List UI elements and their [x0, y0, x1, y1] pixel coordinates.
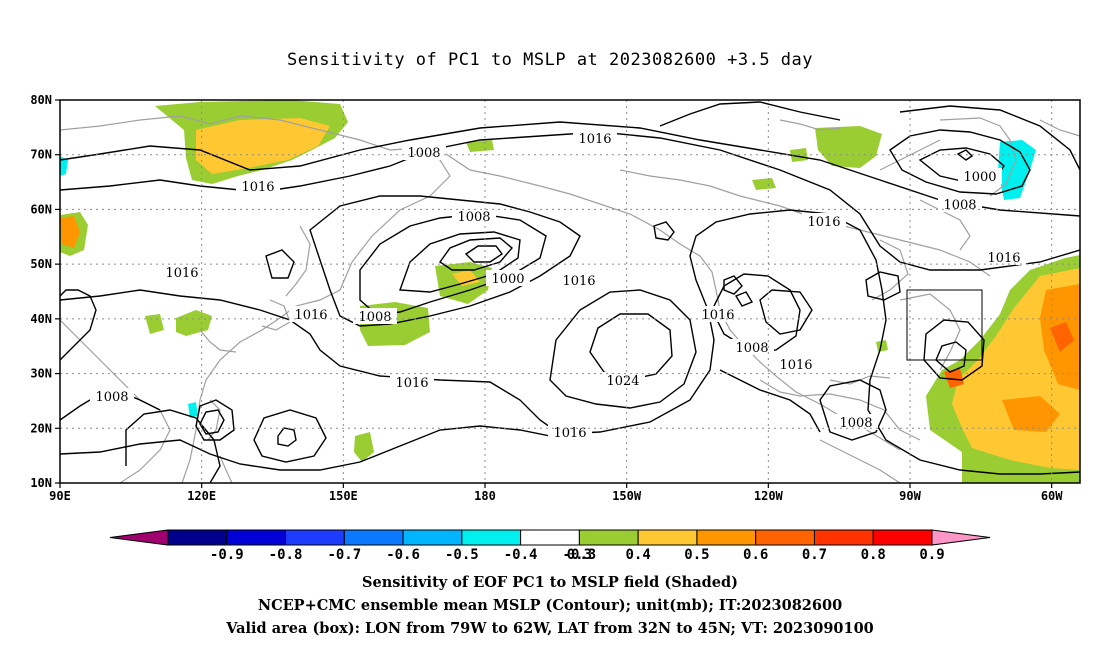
- colorbar-swatch: [402, 529, 463, 546]
- lon-tick-label: 180: [474, 489, 496, 503]
- lon-tick-label: 90E: [49, 489, 71, 503]
- lon-tick-label: 120W: [754, 489, 784, 503]
- colorbar-tick-label: 0.6: [743, 547, 768, 563]
- shade-region-japan: [145, 314, 164, 334]
- contour-label: 1008: [457, 210, 490, 225]
- longitude-axis: 90E 120E 150E 180 150W 120W 90W 60W: [49, 483, 1063, 503]
- lon-tick-label: 150W: [612, 489, 642, 503]
- contour-label: 1008: [735, 341, 768, 356]
- colorbar-swatch: [755, 529, 815, 546]
- colorbar-tick-label: 0.5: [684, 547, 709, 563]
- lat-tick-label: 30N: [30, 367, 52, 381]
- colorbar-swatch: [461, 529, 522, 546]
- colorbar-tick-label: -0.5: [445, 547, 479, 563]
- valid-area-box: [906, 289, 983, 361]
- lon-tick-label: 90W: [899, 489, 921, 503]
- shade-region-siberia-core: [196, 118, 330, 174]
- lat-tick-label: 60N: [30, 202, 52, 216]
- lon-tick-label: 60W: [1041, 489, 1063, 503]
- contour-label: 1000: [963, 170, 996, 185]
- lat-tick-label: 70N: [30, 148, 52, 162]
- contour-label: 1000: [491, 272, 524, 287]
- colorbar-swatch: [226, 529, 287, 546]
- shade-region-cyan-small: [188, 402, 198, 418]
- contour-label: 1016: [562, 274, 595, 289]
- colorbar-tick-label: 0.3: [567, 547, 592, 563]
- colorbar-tick-label: -0.7: [327, 547, 361, 563]
- colorbar-swatch: [872, 529, 933, 546]
- contour-label: 1016: [553, 426, 586, 441]
- plot-frame: [59, 99, 1081, 484]
- contour-label: 1008: [943, 198, 976, 213]
- shade-region-bering: [466, 140, 494, 152]
- contour-label: 1016: [165, 266, 198, 281]
- colorbar: -0.9 -0.8 -0.7 -0.6 -0.5 -0.4 -0.30.3 0.4 0.5 0.6…: [109, 529, 991, 563]
- colorbar-tick-label: -0.4: [504, 547, 538, 563]
- contour-label: 1016: [395, 376, 428, 391]
- contour-label: 1024: [606, 374, 639, 389]
- lon-tick-label: 120E: [187, 489, 216, 503]
- footer-line-3: Valid area (box): LON from 79W to 62W, L…: [226, 620, 874, 637]
- footer-line-1: Sensitivity of EOF PC1 to MSLP field (Sh…: [362, 574, 738, 591]
- lat-tick-label: 10N: [30, 476, 52, 490]
- colorbar-swatch: [109, 529, 169, 546]
- shade-region-atlantic-hot3: [944, 368, 964, 388]
- contour-label: 1008: [95, 390, 128, 405]
- sensitivity-shading: [60, 100, 1080, 483]
- shade-region-west-top: [60, 156, 68, 176]
- lat-tick-label: 80N: [30, 93, 52, 107]
- shade-region-atlantic-hot4: [1050, 322, 1074, 352]
- shade-region-canada2: [752, 178, 776, 190]
- colorbar-tick-label: -0.9: [210, 547, 244, 563]
- contour-label: 1016: [701, 308, 734, 323]
- colorbar-swatch: [637, 529, 698, 546]
- shade-region-japan2: [176, 310, 212, 336]
- colorbar-swatch: [343, 529, 404, 546]
- colorbar-tick-label: -0.8: [269, 547, 303, 563]
- colorbar-tick-label: -0.3: [563, 547, 597, 563]
- latitude-axis: 80N 70N 60N 50N 40N 30N 20N 10N: [30, 93, 60, 490]
- plot-title: Sensitivity of PC1 to MSLP at 2023082600…: [286, 50, 813, 70]
- shade-region-aleutian-core: [452, 270, 480, 286]
- lat-tick-label: 50N: [30, 257, 52, 271]
- colorbar-swatch: [285, 529, 345, 546]
- shade-region-atlantic-hot2: [1002, 396, 1060, 432]
- colorbar-tick-label: 0.7: [802, 547, 827, 563]
- footer-line-2: NCEP+CMC ensemble mean MSLP (Contour); u…: [257, 597, 843, 614]
- contour-label: 1016: [779, 358, 812, 373]
- shade-region-pac2: [354, 432, 374, 462]
- colorbar-tick-label: 0.8: [861, 547, 886, 563]
- colorbar-swatch: [167, 529, 228, 546]
- grid-lines: [60, 100, 1080, 483]
- colorbar-tick-label: -0.6: [386, 547, 420, 563]
- shade-region-west-core: [60, 216, 80, 248]
- contour-labels: 1008 1016 1016 1008 1000 1016 1016 1024 …: [90, 130, 1026, 441]
- colorbar-swatch: [813, 529, 874, 546]
- contour-label: 1008: [839, 416, 872, 431]
- contour-label: 1016: [241, 180, 274, 195]
- contour-label: 1016: [987, 251, 1020, 266]
- colorbar-tick-label: 0.4: [626, 547, 651, 563]
- colorbar-swatch: [931, 529, 991, 546]
- lat-tick-label: 40N: [30, 312, 52, 326]
- shade-region-canada: [815, 126, 882, 168]
- contour-label: 1016: [807, 215, 840, 230]
- colorbar-swatch: [578, 529, 639, 546]
- lat-tick-label: 20N: [30, 421, 52, 435]
- lon-tick-label: 150E: [329, 489, 358, 503]
- colorbar-swatch: [696, 529, 757, 546]
- coastlines: [60, 115, 1080, 483]
- colorbar-tick-label: 0.9: [919, 547, 944, 563]
- colorbar-swatch: [520, 529, 580, 546]
- contour-label: 1016: [578, 132, 611, 147]
- shade-region-gulf: [876, 340, 888, 352]
- contour-label: 1016: [294, 308, 327, 323]
- contour-label: 1008: [358, 310, 391, 325]
- contour-label: 1008: [407, 146, 440, 161]
